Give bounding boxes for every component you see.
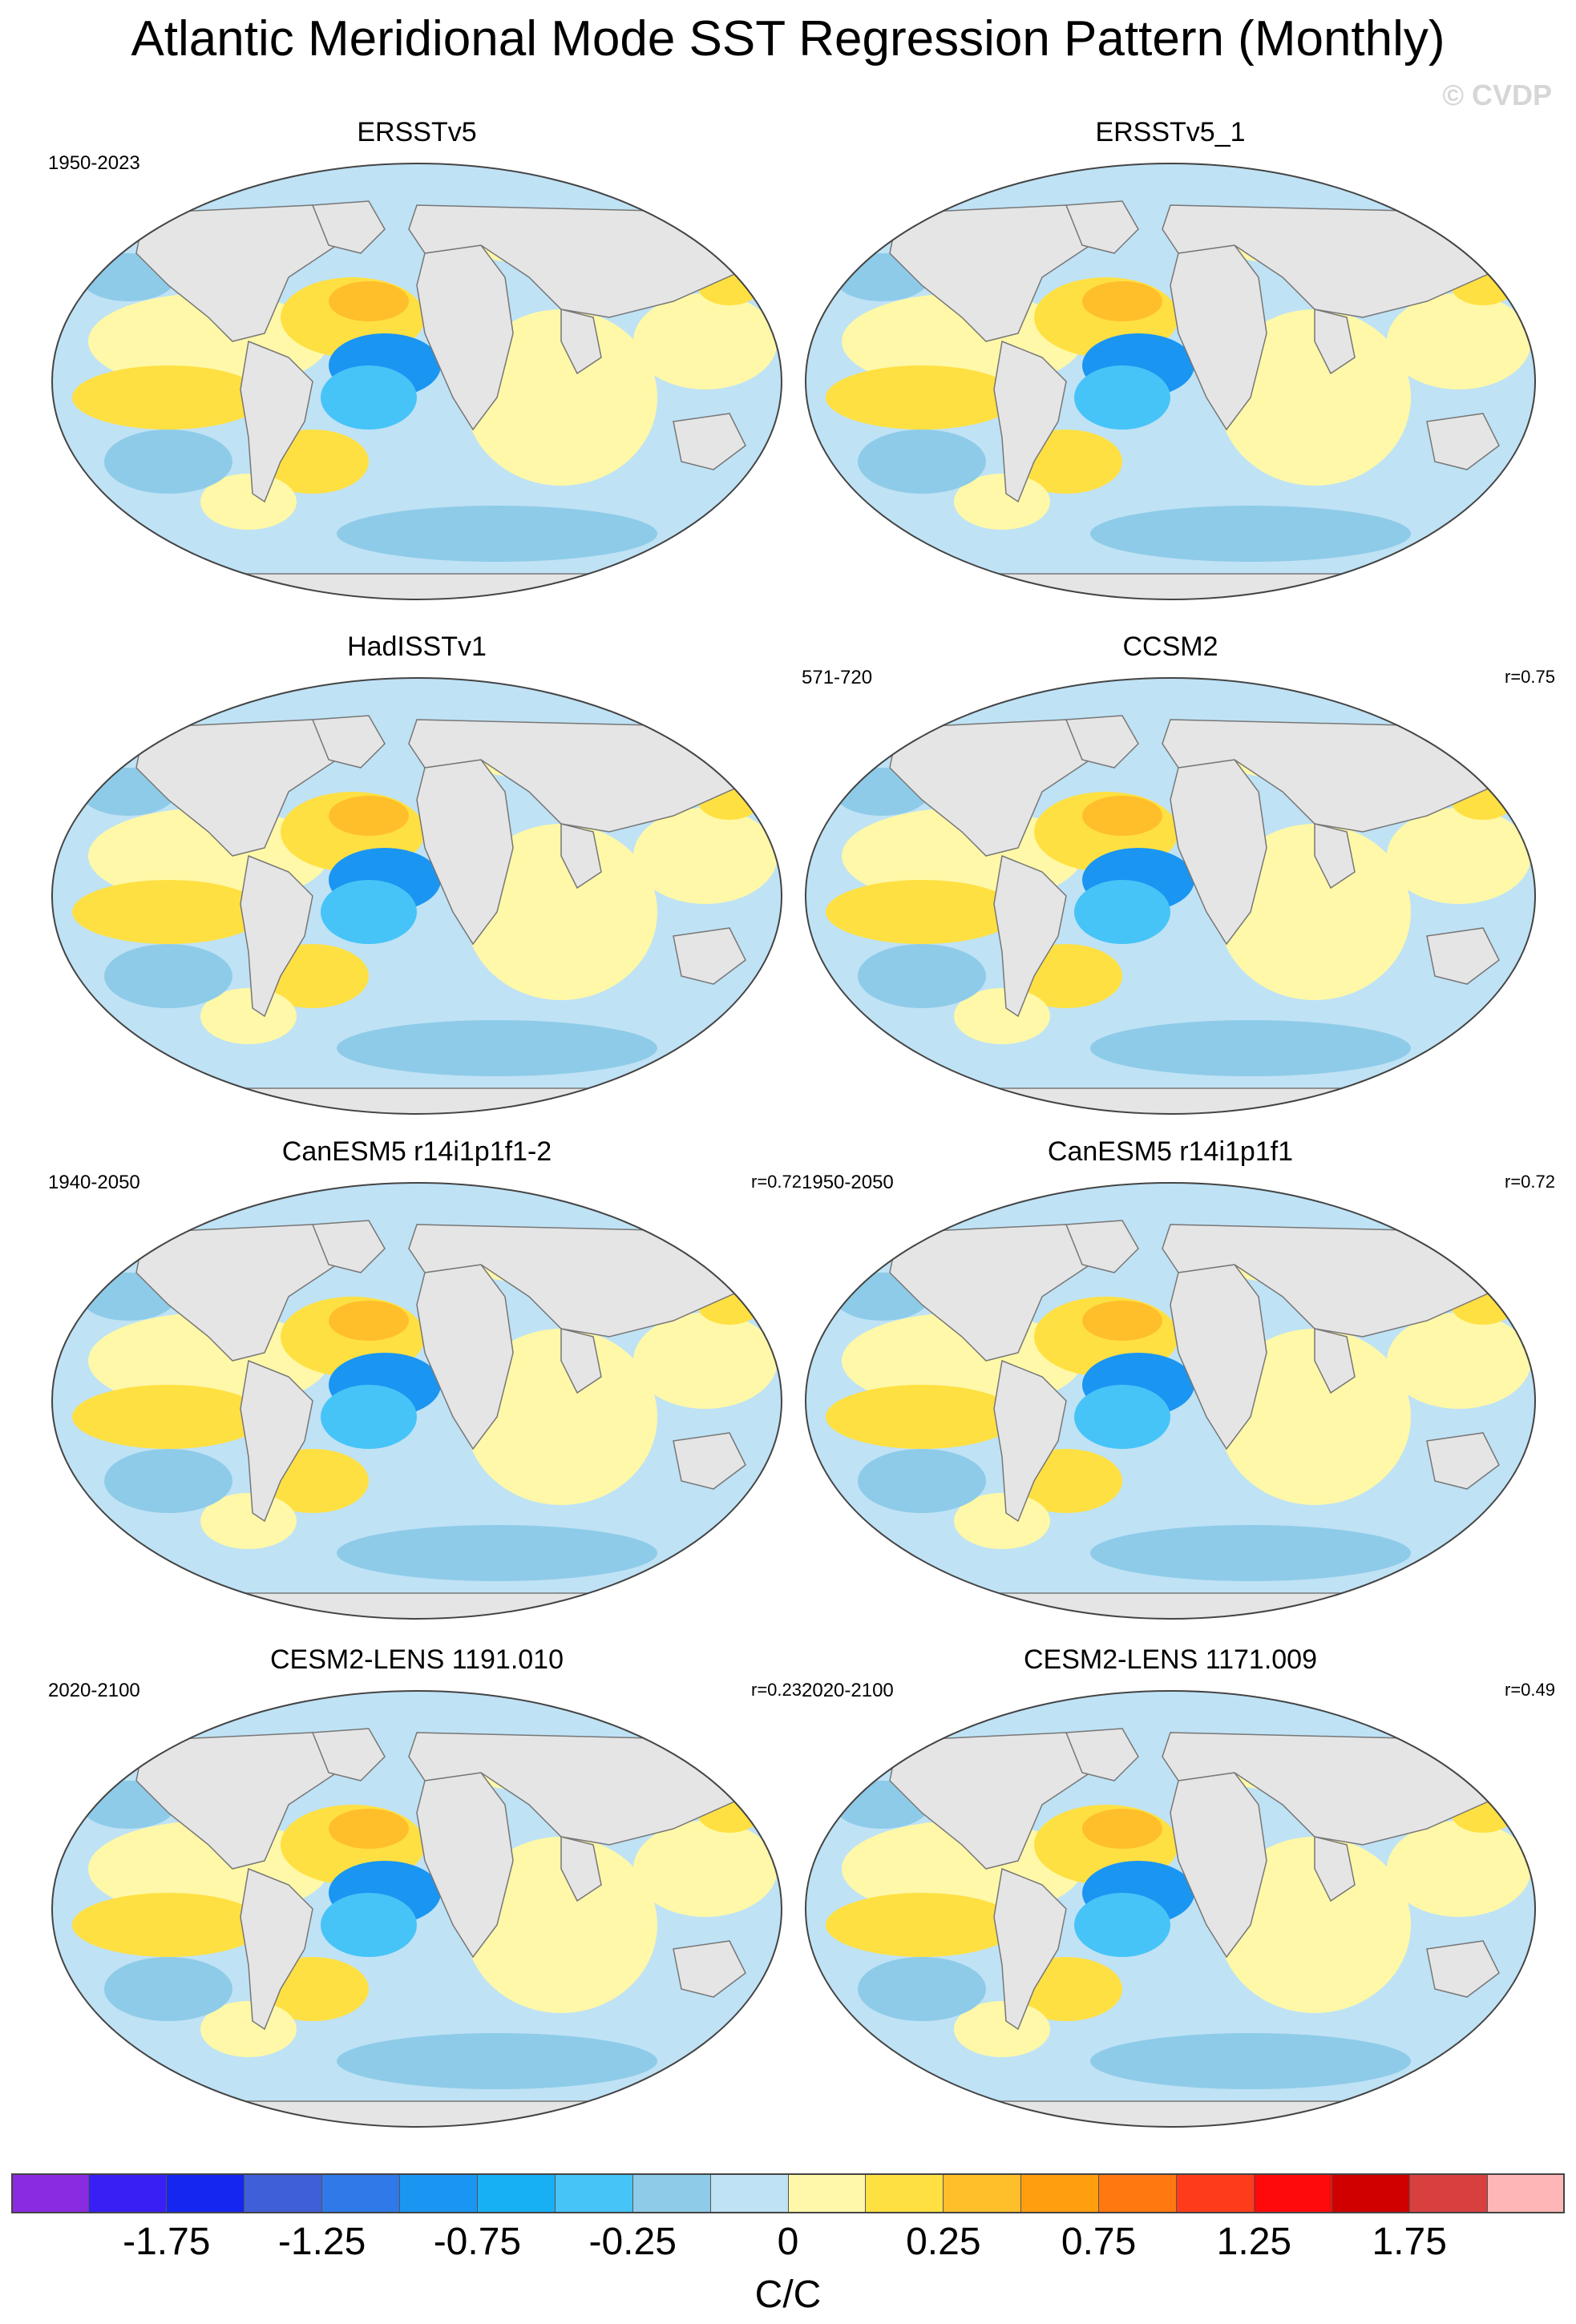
panel-correlation: r=0.49 bbox=[1505, 1680, 1555, 1700]
colorbar-label: 1.75 bbox=[1372, 2221, 1447, 2263]
colorbar-label: -0.75 bbox=[433, 2221, 522, 2263]
panel-correlation: r=0.72 bbox=[1505, 1172, 1555, 1192]
world-map-1 bbox=[805, 163, 1536, 600]
colorbar-cell bbox=[788, 2173, 867, 2213]
world-map-2 bbox=[51, 677, 782, 1115]
colorbar-cell bbox=[88, 2173, 167, 2213]
world-map-6 bbox=[51, 1690, 782, 2128]
colorbar-cell bbox=[1410, 2173, 1489, 2213]
panel-title: CanESM5 r14i1p1f1 bbox=[1047, 1136, 1294, 1167]
colorbar-cell bbox=[1177, 2173, 1255, 2213]
map-panel: CESM2-LENS 1191.010 2020-2100 r=0.23 bbox=[48, 1644, 802, 2159]
colorbar-cell bbox=[11, 2173, 89, 2213]
panel-title: CESM2-LENS 1191.010 bbox=[269, 1644, 564, 1675]
map-panel: CESM2-LENS 1171.009 2020-2100 r=0.49 bbox=[802, 1644, 1555, 2159]
map-panel: ERSSTv5 1950-2023 bbox=[48, 119, 786, 631]
panel-years: 2020-2100 bbox=[48, 1680, 140, 1701]
map-panel: ERSSTv5_1 bbox=[802, 119, 1539, 631]
panel-correlation: r=0.72 bbox=[751, 1172, 802, 1192]
panel-years: 1940-2050 bbox=[48, 1172, 140, 1193]
panel-years: 2020-2100 bbox=[802, 1680, 894, 1701]
panel-title: ERSSTv5_1 bbox=[1095, 117, 1246, 147]
colorbar-cell bbox=[1332, 2173, 1411, 2213]
world-map-0 bbox=[51, 163, 782, 600]
map-panel: CCSM2 571-720 r=0.75 bbox=[802, 631, 1555, 1146]
colorbar-cell bbox=[944, 2173, 1022, 2213]
world-map-5 bbox=[805, 1182, 1536, 1620]
panel-years: 1950-2050 bbox=[802, 1172, 894, 1193]
colorbar-cell bbox=[399, 2173, 478, 2213]
map-panel: CanESM5 r14i1p1f1 1950-2050 r=0.72 bbox=[802, 1136, 1555, 1651]
colorbar-cell bbox=[1099, 2173, 1178, 2213]
world-map-4 bbox=[51, 1182, 782, 1620]
panel-title: ERSSTv5 bbox=[357, 117, 477, 147]
colorbar-label: -0.25 bbox=[588, 2221, 677, 2263]
colorbar-label: -1.75 bbox=[123, 2221, 211, 2263]
colorbar-label: -1.25 bbox=[277, 2221, 366, 2263]
panel-correlation: r=0.75 bbox=[1505, 667, 1555, 687]
panel-years: 571-720 bbox=[802, 667, 873, 688]
colorbar-label: 0 bbox=[777, 2221, 799, 2263]
colorbar-cell bbox=[321, 2173, 400, 2213]
map-panel: HadISSTv1 bbox=[48, 633, 786, 1146]
colorbar-cell bbox=[244, 2173, 322, 2213]
colorbar-label: 0.75 bbox=[1061, 2221, 1137, 2263]
panel-title: CCSM2 bbox=[1122, 631, 1218, 662]
colorbar-cell bbox=[1255, 2173, 1333, 2213]
map-panel: CanESM5 r14i1p1f1-2 1940-2050 r=0.72 bbox=[48, 1136, 802, 1651]
colorbar-cell bbox=[710, 2173, 789, 2213]
world-map-3 bbox=[805, 677, 1536, 1115]
panel-title: CESM2-LENS 1171.009 bbox=[1023, 1644, 1317, 1675]
colorbar-units: C/C bbox=[754, 2274, 822, 2316]
colorbar-label: 0.25 bbox=[906, 2221, 981, 2263]
colorbar-cell bbox=[1488, 2173, 1566, 2213]
colorbar-cell bbox=[166, 2173, 244, 2213]
colorbar-cell bbox=[1021, 2173, 1100, 2213]
panel-correlation: r=0.23 bbox=[751, 1680, 802, 1700]
colorbar-cell bbox=[632, 2173, 711, 2213]
figure-title: Atlantic Meridional Mode SST Regression … bbox=[131, 11, 1445, 67]
world-map-7 bbox=[805, 1690, 1536, 2128]
panel-title: HadISSTv1 bbox=[347, 631, 487, 662]
panel-title: CanESM5 r14i1p1f1-2 bbox=[281, 1136, 552, 1167]
watermark: © CVDP bbox=[1442, 79, 1552, 111]
colorbar-cell bbox=[555, 2173, 633, 2213]
colorbar-cell bbox=[866, 2173, 944, 2213]
colorbar-label: 1.25 bbox=[1216, 2221, 1292, 2263]
colorbar-cell bbox=[477, 2173, 556, 2213]
panel-years: 1950-2023 bbox=[48, 152, 140, 174]
colorbar bbox=[11, 2173, 1566, 2213]
